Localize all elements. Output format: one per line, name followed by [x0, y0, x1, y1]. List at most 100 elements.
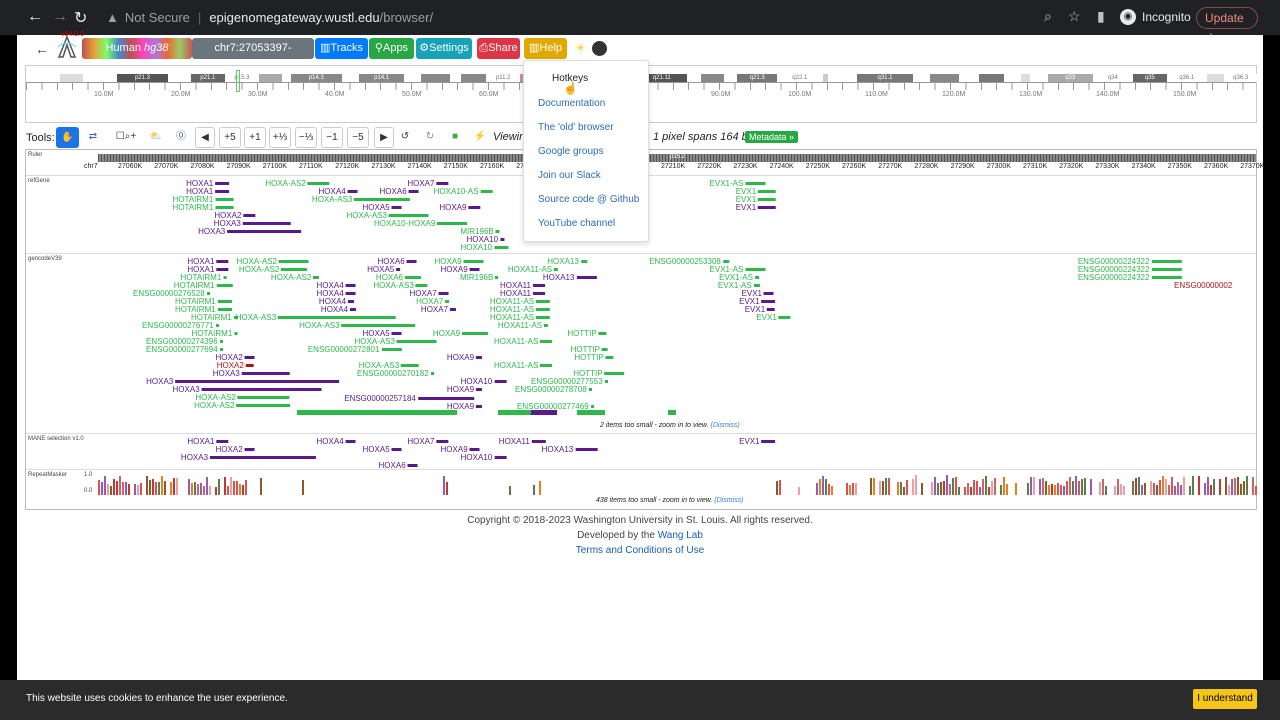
gene-feature[interactable]: HOXA5: [363, 203, 402, 212]
gene-feature[interactable]: HOXA11: [500, 289, 545, 298]
gene-feature[interactable]: ENSG00000253308: [649, 257, 729, 266]
gene-feature[interactable]: ENSG00000274396: [146, 337, 223, 346]
gene-feature[interactable]: HOTTIP: [567, 329, 607, 338]
back-arrow-icon[interactable]: ←: [35, 41, 49, 57]
gene-feature[interactable]: ENSG00000278708: [515, 385, 592, 394]
gene-feature[interactable]: HOXA4: [317, 437, 356, 446]
gene-feature[interactable]: HOXA11-AS: [490, 297, 551, 306]
gene-feature[interactable]: HOTAIRM1: [181, 273, 227, 282]
gene-feature[interactable]: HOXA-AS2: [239, 265, 308, 274]
gene-feature[interactable]: HOXA9: [441, 265, 480, 274]
gene-feature[interactable]: EVX1: [739, 437, 776, 446]
gene-feature[interactable]: EVX1: [736, 195, 777, 204]
nav-button[interactable]: ◀: [195, 127, 215, 148]
gene-feature[interactable]: HOXA3: [213, 369, 290, 378]
gene-feature[interactable]: HOXA-AS3: [355, 337, 437, 346]
gene-feature[interactable]: ENSG00000224322: [1078, 257, 1182, 266]
drag-tool-button[interactable]: ✋: [56, 127, 79, 148]
gene-feature[interactable]: HOXA3: [214, 219, 291, 228]
gene-feature[interactable]: HOXA6: [380, 187, 419, 196]
gene-feature[interactable]: HOXA9: [447, 353, 483, 362]
gene-feature[interactable]: HOXA1: [186, 187, 230, 196]
mane-track[interactable]: MANE selection v1.0 HOXA1 HOXA2 HOXA3 HOXA4…: [26, 434, 1256, 470]
gene-feature[interactable]: HOXA4: [319, 297, 355, 306]
gene-feature[interactable]: ENSG00000257184: [344, 394, 474, 403]
gene-feature[interactable]: HOXA4: [319, 187, 358, 196]
wang-lab-link[interactable]: Wang Lab: [657, 530, 703, 541]
gene-feature[interactable]: HOXA3: [146, 377, 340, 386]
zoom-select-tool-button[interactable]: ☐⌕+: [110, 127, 142, 148]
gene-feature[interactable]: ENSG00000270182: [357, 369, 434, 378]
highlight-tool-button[interactable]: ⛅: [148, 127, 164, 148]
documentation-link[interactable]: Documentation: [538, 98, 606, 109]
gene-feature[interactable]: HOXA11: [499, 437, 546, 446]
gene-feature[interactable]: HOXA10: [461, 453, 507, 462]
gene-feature[interactable]: HOTTIP: [574, 353, 614, 362]
gene-feature[interactable]: ENSG00000272801: [308, 345, 402, 354]
terms-link[interactable]: Terms and Conditions of Use: [575, 545, 705, 556]
gene-feature[interactable]: EVX1: [745, 305, 776, 314]
gene-feature[interactable]: HOTTIP: [571, 345, 608, 354]
gene-feature[interactable]: EVX1: [739, 297, 776, 306]
settings-button[interactable]: ⚙Settings: [416, 38, 472, 59]
gene-feature[interactable]: EVX1: [756, 313, 791, 322]
metadata-button[interactable]: Metadata »: [745, 131, 799, 143]
gene-feature[interactable]: ENSG00000276771: [142, 321, 219, 330]
gene-feature[interactable]: HOXA7: [421, 305, 457, 314]
gene-feature[interactable]: ENSG00000276528: [133, 289, 210, 298]
gene-feature[interactable]: HOTTIP: [573, 369, 625, 378]
address-bar[interactable]: ▲ Not Secure | epigenomegateway.wustl.ed…: [98, 5, 1098, 30]
gene-feature[interactable]: HOTAIRM1: [173, 195, 234, 204]
gene-feature[interactable]: EVX1: [742, 289, 774, 298]
gene-feature[interactable]: HOXA7: [416, 297, 450, 306]
gene-feature[interactable]: HOXA10-AS: [434, 187, 493, 196]
gene-feature[interactable]: HOTAIRM1: [173, 203, 234, 212]
gene-feature[interactable]: HOXA5: [363, 329, 402, 338]
gene-feature[interactable]: HOXA-AS2: [271, 273, 320, 282]
gene-feature[interactable]: HOXA6: [379, 461, 418, 470]
gene-feature[interactable]: HOXA4: [317, 289, 356, 298]
gene-feature[interactable]: HOXA9: [441, 445, 480, 454]
lightning-button[interactable]: ⚡: [472, 127, 488, 148]
gene-feature[interactable]: HOTAIRM1: [175, 305, 232, 314]
gene-feature[interactable]: HOXA1: [187, 257, 229, 266]
gene-feature[interactable]: HOXA-AS3: [312, 195, 411, 204]
history-button[interactable]: ■: [447, 127, 463, 148]
gene-feature[interactable]: HOXA10: [461, 377, 507, 386]
gene-feature[interactable]: HOXA10: [460, 243, 509, 252]
gene-feature[interactable]: HOXA5: [367, 265, 401, 274]
gene-feature[interactable]: HOXA6: [376, 273, 422, 282]
gene-feature[interactable]: HOXA13: [542, 445, 598, 454]
reload-icon[interactable]: ↻: [74, 10, 88, 27]
gene-feature[interactable]: EVX1-AS: [710, 265, 766, 274]
locus-input[interactable]: chr7:27053397-27373765: [192, 38, 314, 75]
github-link[interactable]: Source code @ Github: [538, 194, 640, 205]
nav-button[interactable]: −1: [321, 127, 343, 148]
bookmark-star-icon[interactable]: ☆: [1068, 8, 1081, 24]
gene-feature[interactable]: EVX1-AS: [718, 281, 760, 290]
gene-feature[interactable]: HOXA11-AS: [490, 305, 551, 314]
refgene-track[interactable]: refGene HOXA1 HOXA1 HOTAIRM1 HOTAIRM1 HOXA2 H…: [26, 176, 1256, 254]
gene-feature[interactable]: HOXA3: [181, 453, 317, 462]
gene-feature[interactable]: HOXA3: [198, 227, 302, 236]
nav-button[interactable]: −5: [347, 127, 369, 148]
back-icon[interactable]: ←: [27, 8, 43, 25]
dark-mode-toggle[interactable]: [592, 41, 607, 56]
gene-feature[interactable]: HOXA-AS2: [265, 179, 330, 188]
google-groups-link[interactable]: Google groups: [538, 146, 604, 157]
help-button[interactable]: ▥Help: [524, 38, 567, 59]
repeatmasker-track[interactable]: RepeatMasker 1.0 0.0 438 items too small…: [26, 470, 1257, 510]
gene-feature[interactable]: HOXA7: [407, 179, 449, 188]
track-container[interactable]: Ruler p15.2 chr7 27060K 27070K 27080K 27090…: [25, 149, 1264, 510]
gene-feature[interactable]: HOXA-AS3: [299, 321, 416, 330]
gene-feature[interactable]: MIR196B: [460, 227, 500, 236]
incognito-indicator[interactable]: ◉ Incognito: [1120, 9, 1191, 25]
gene-feature[interactable]: MIR196B: [460, 273, 499, 282]
gene-feature[interactable]: ENSG00000224322: [1078, 265, 1182, 274]
gene-feature[interactable]: HOXA2: [214, 211, 256, 220]
gene-feature[interactable]: HOXA2: [216, 353, 255, 362]
gene-feature[interactable]: HOXA-AS3: [359, 361, 420, 370]
gene-feature[interactable]: HOXA13: [543, 273, 597, 282]
gencode-track[interactable]: gencodeV39 HOXA1 HOXA1 HOTAIRM1 HOTAIRM1 ENS…: [26, 254, 1256, 434]
gene-feature[interactable]: HOXA11-AS: [494, 337, 553, 346]
